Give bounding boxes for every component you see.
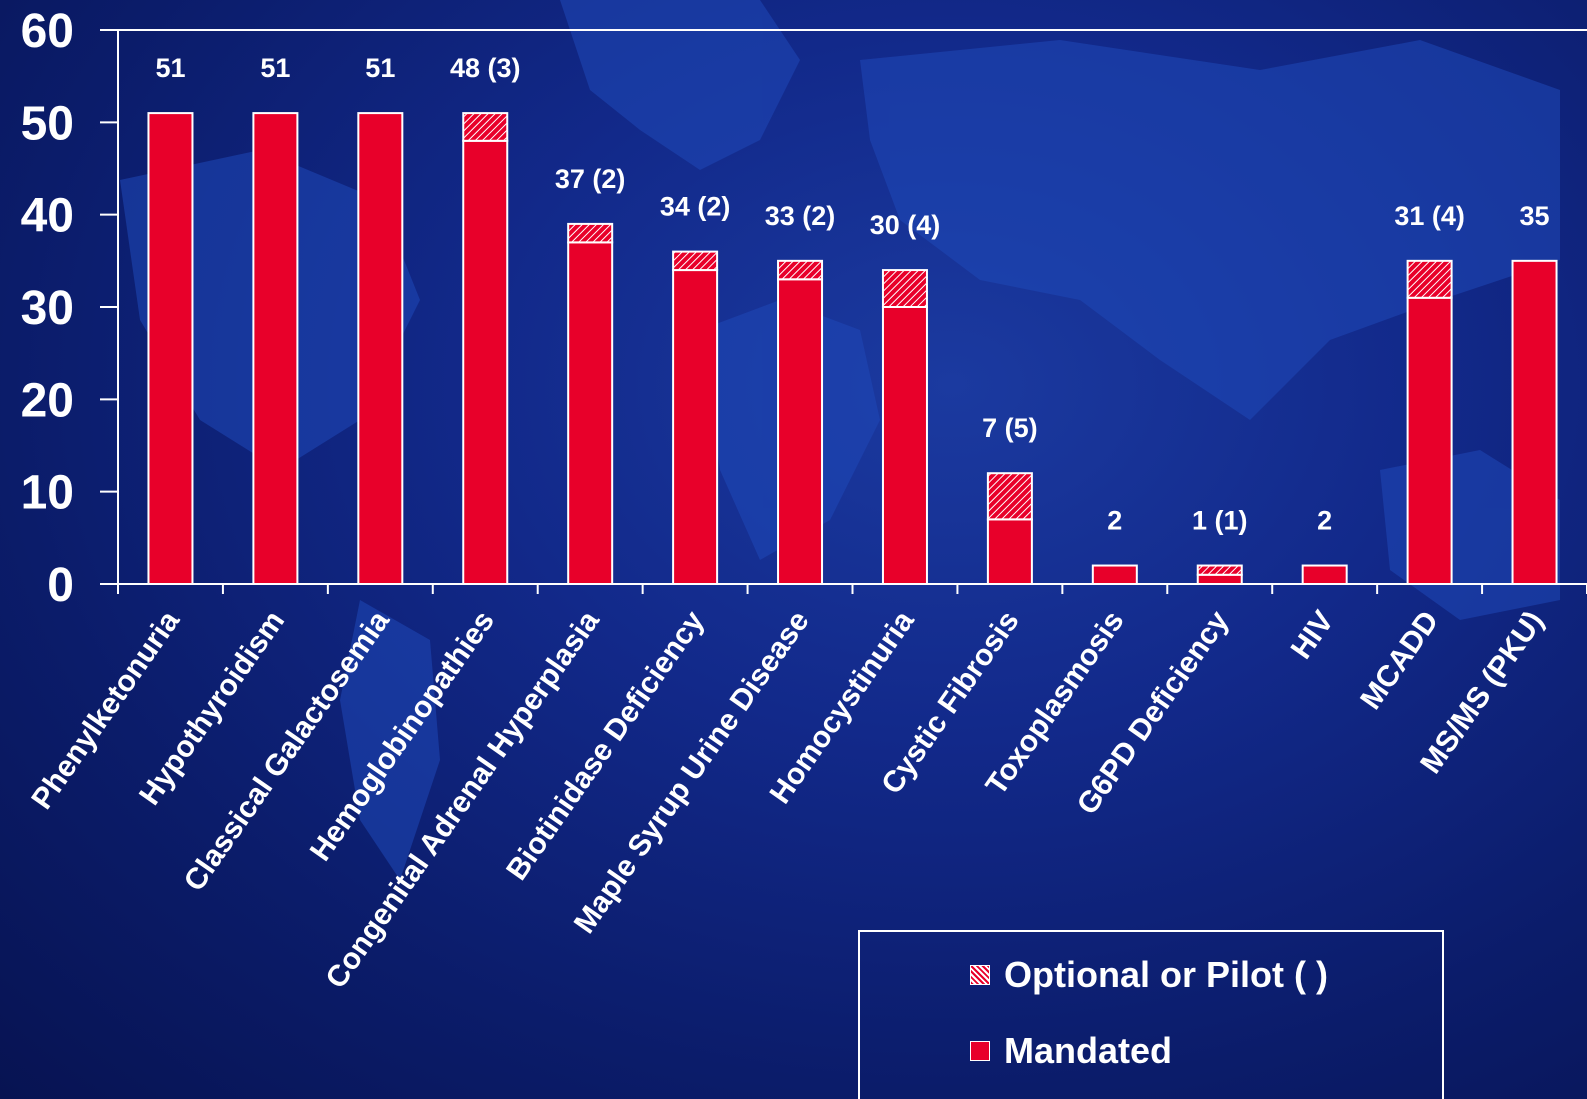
category-label: Biotinidase Deficiency — [500, 605, 711, 886]
data-label: 48 (3) — [450, 53, 521, 83]
data-label: 51 — [260, 53, 290, 83]
data-label: 35 — [1520, 201, 1550, 231]
data-label: 30 (4) — [870, 210, 941, 240]
bar-optional — [462, 112, 509, 142]
data-label: 2 — [1317, 506, 1332, 536]
bar-mandated — [777, 278, 824, 585]
legend-swatch-mandated — [970, 1041, 990, 1061]
legend-label-optional: Optional or Pilot ( ) — [1004, 954, 1328, 995]
bar-optional — [1406, 259, 1453, 299]
data-label: 33 (2) — [765, 201, 836, 231]
y-tick-label: 50 — [21, 97, 74, 150]
legend-label-mandated: Mandated — [1004, 1030, 1173, 1071]
bar-mandated — [1091, 564, 1138, 585]
category-label: HIV — [1285, 605, 1341, 665]
bar-optional — [881, 269, 928, 309]
bar-mandated — [1301, 564, 1348, 585]
y-tick-label: 40 — [21, 190, 74, 243]
category-label: MCADD — [1354, 605, 1445, 715]
data-label: 34 (2) — [660, 192, 731, 222]
data-label: 2 — [1107, 506, 1122, 536]
bar-optional — [986, 472, 1033, 521]
y-tick-label: 0 — [47, 559, 74, 612]
y-tick-label: 20 — [21, 374, 74, 427]
bar-mandated — [986, 518, 1033, 585]
bar-optional — [567, 222, 614, 244]
data-label: 31 (4) — [1394, 201, 1465, 231]
legend-swatch-optional — [970, 965, 990, 985]
data-label: 51 — [365, 53, 395, 83]
bar-mandated — [357, 112, 404, 585]
y-tick-label: 60 — [21, 5, 74, 58]
bar-mandated — [1511, 259, 1558, 585]
bar-mandated — [462, 139, 509, 586]
world-map-background — [120, 0, 1560, 880]
y-tick-label: 30 — [21, 282, 74, 335]
legend: Optional or Pilot ( ) Mandated — [858, 930, 1444, 1099]
bar-mandated — [252, 112, 299, 585]
legend-item-mandated: Mandated — [970, 1030, 1172, 1072]
bar-mandated — [1196, 573, 1243, 585]
bar-mandated — [567, 241, 614, 585]
bar-mandated — [881, 306, 928, 585]
data-label: 7 (5) — [982, 413, 1038, 443]
bar-optional — [672, 250, 719, 272]
bars — [147, 112, 1558, 586]
bar-mandated — [1406, 296, 1453, 585]
legend-item-optional: Optional or Pilot ( ) — [970, 954, 1328, 996]
bar-optional — [1196, 564, 1243, 576]
bar-mandated — [147, 112, 194, 585]
data-label: 1 (1) — [1192, 506, 1248, 536]
data-label: 37 (2) — [555, 164, 626, 194]
axes: 0 10 20 30 40 50 60 — [21, 5, 1587, 612]
bar-mandated — [672, 269, 719, 585]
y-tick-label: 10 — [21, 467, 74, 520]
data-label: 51 — [155, 53, 185, 83]
bar-optional — [777, 259, 824, 281]
